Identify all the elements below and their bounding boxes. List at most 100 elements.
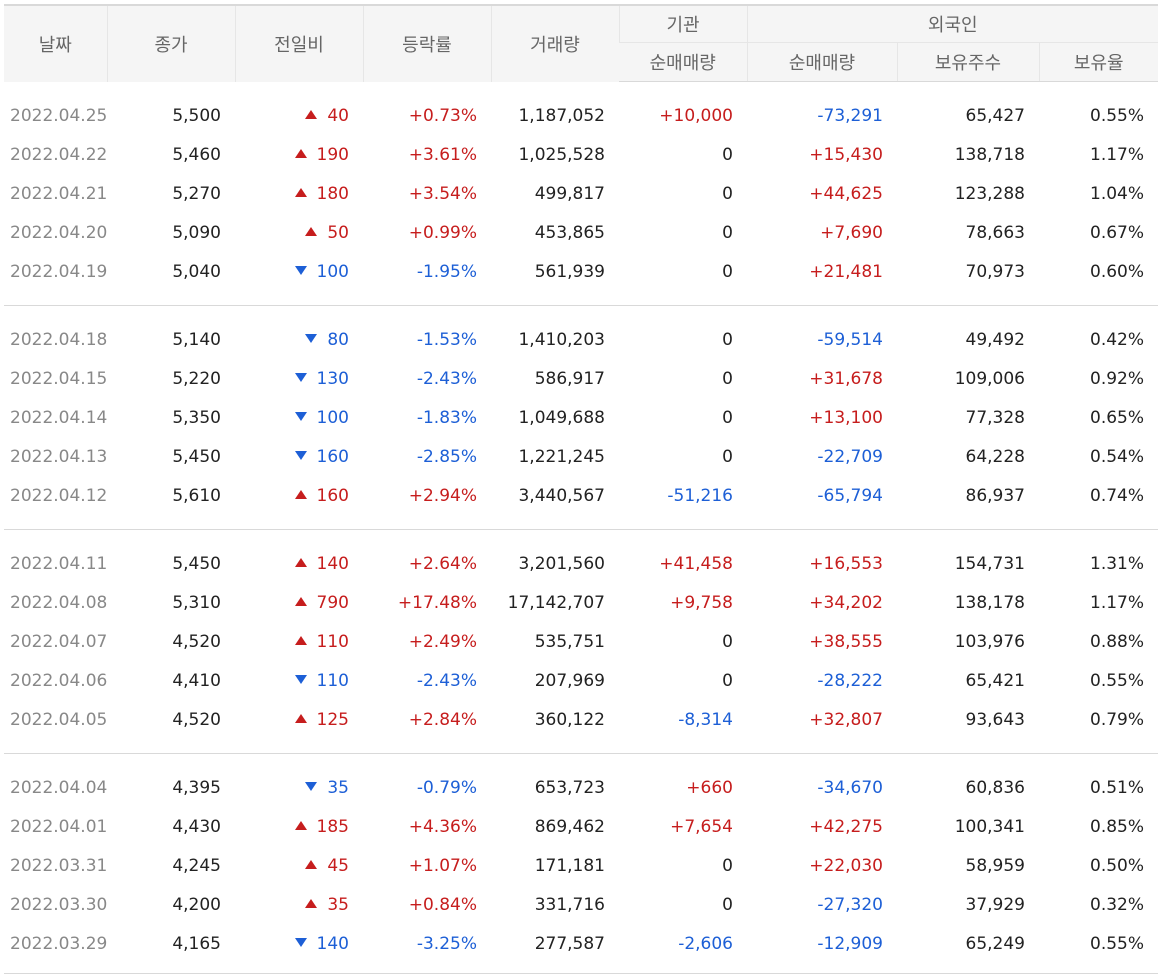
row-separator — [4, 306, 1158, 321]
change-value: 110 — [316, 670, 349, 691]
inst-net-cell: +7,654 — [670, 816, 733, 837]
volume-cell: 653,723 — [534, 777, 605, 798]
change-value: 125 — [316, 709, 349, 730]
change-cell: 35 — [235, 768, 363, 807]
table-row: 2022.04.19 5,040 100 -1.95% 561,939 0 +21,481 7… — [4, 252, 1158, 291]
date-cell: 2022.04.12 — [10, 485, 108, 506]
rate-cell: -1.53% — [416, 329, 477, 350]
rate-cell: +3.54% — [408, 183, 477, 204]
change-cell: 45 — [235, 846, 363, 885]
change-value: 40 — [327, 105, 349, 126]
holdings-cell: 78,663 — [965, 222, 1025, 243]
date-cell: 2022.04.21 — [10, 183, 108, 204]
volume-cell: 561,939 — [534, 261, 605, 282]
holdings-cell: 49,492 — [965, 329, 1025, 350]
table-row: 2022.03.29 4,165 140 -3.25% 277,587 -2,606 -12… — [4, 924, 1158, 963]
holding-ratio-cell: 0.55% — [1090, 933, 1145, 954]
change-cell: 110 — [235, 622, 363, 661]
down-triangle-icon — [294, 937, 307, 947]
foreign-net-cell: +31,678 — [809, 368, 883, 389]
foreign-net-cell: +13,100 — [809, 407, 883, 428]
change-value: 160 — [316, 446, 349, 467]
close-cell: 4,165 — [172, 933, 221, 954]
foreign-net-cell: -34,670 — [817, 777, 883, 798]
rate-cell: +2.64% — [408, 553, 477, 574]
header-foreign-net: 순매매량 — [746, 42, 897, 82]
inst-net-cell: 0 — [722, 670, 733, 691]
close-cell: 5,040 — [172, 261, 221, 282]
holdings-cell: 77,328 — [965, 407, 1025, 428]
up-triangle-icon — [294, 187, 307, 197]
table-header: 날짜 종가 전일비 등락률 거래량 기관 외국인 순매매량 순매매량 보유주수 … — [4, 4, 1159, 82]
holding-ratio-cell: 0.51% — [1090, 777, 1145, 798]
inst-net-cell: 0 — [722, 261, 733, 282]
down-triangle-icon — [294, 674, 307, 684]
inst-net-cell: 0 — [722, 329, 733, 350]
inst-net-cell: 0 — [722, 894, 733, 915]
table-row: 2022.04.04 4,395 35 -0.79% 653,723 +660 -34,67… — [4, 768, 1158, 807]
close-cell: 4,245 — [172, 855, 221, 876]
inst-net-cell: -2,606 — [678, 933, 733, 954]
rate-cell: -3.25% — [416, 933, 477, 954]
date-cell: 2022.04.05 — [10, 709, 108, 730]
inst-net-cell: 0 — [722, 631, 733, 652]
holdings-cell: 65,427 — [965, 105, 1025, 126]
foreign-net-cell: -73,291 — [817, 105, 883, 126]
change-cell: 185 — [235, 807, 363, 846]
close-cell: 5,450 — [172, 553, 221, 574]
up-triangle-icon — [305, 898, 318, 908]
header-date: 날짜 — [4, 4, 107, 82]
change-value: 35 — [327, 777, 349, 798]
change-value: 80 — [327, 329, 349, 350]
table-row: 2022.04.11 5,450 140 +2.64% 3,201,560 +41,458… — [4, 544, 1158, 583]
rate-cell: +1.07% — [408, 855, 477, 876]
volume-cell: 3,440,567 — [518, 485, 605, 506]
rate-cell: +2.84% — [408, 709, 477, 730]
date-cell: 2022.04.25 — [10, 105, 108, 126]
change-cell: 100 — [235, 252, 363, 291]
holdings-cell: 154,731 — [954, 553, 1025, 574]
row-separator — [4, 963, 1159, 974]
change-value: 190 — [316, 144, 349, 165]
up-triangle-icon — [294, 489, 307, 499]
change-cell: 140 — [235, 544, 363, 583]
close-cell: 5,310 — [172, 592, 221, 613]
inst-net-cell: 0 — [722, 183, 733, 204]
holding-ratio-cell: 1.17% — [1090, 592, 1145, 613]
foreign-net-cell: -28,222 — [817, 670, 883, 691]
rate-cell: +2.49% — [408, 631, 477, 652]
change-value: 140 — [316, 933, 349, 954]
holding-ratio-cell: 1.31% — [1090, 553, 1145, 574]
table-row: 2022.04.06 4,410 110 -2.43% 207,969 0 -28,222 6… — [4, 661, 1158, 700]
date-cell: 2022.04.18 — [10, 329, 108, 350]
change-value: 100 — [316, 407, 349, 428]
change-value: 130 — [316, 368, 349, 389]
table-row: 2022.04.05 4,520 125 +2.84% 360,122 -8,314 +32… — [4, 700, 1158, 739]
close-cell: 5,090 — [172, 222, 221, 243]
row-separator — [4, 530, 1158, 545]
holding-ratio-cell: 1.17% — [1090, 144, 1145, 165]
rate-cell: +17.48% — [397, 592, 477, 613]
down-triangle-icon — [305, 781, 318, 791]
down-triangle-icon — [294, 411, 307, 421]
change-value: 45 — [327, 855, 349, 876]
volume-cell: 3,201,560 — [518, 553, 605, 574]
down-triangle-icon — [294, 372, 307, 382]
inst-net-cell: +9,758 — [670, 592, 733, 613]
change-value: 140 — [316, 553, 349, 574]
holding-ratio-cell: 0.55% — [1090, 105, 1145, 126]
change-value: 35 — [327, 894, 349, 915]
close-cell: 4,410 — [172, 670, 221, 691]
inst-net-cell: -51,216 — [667, 485, 733, 506]
close-cell: 5,220 — [172, 368, 221, 389]
up-triangle-icon — [294, 635, 307, 645]
volume-cell: 331,716 — [534, 894, 605, 915]
foreign-net-cell: -27,320 — [817, 894, 883, 915]
holdings-cell: 37,929 — [965, 894, 1025, 915]
date-cell: 2022.04.08 — [10, 592, 108, 613]
inst-net-cell: +10,000 — [659, 105, 733, 126]
holding-ratio-cell: 0.50% — [1090, 855, 1145, 876]
holding-ratio-cell: 0.88% — [1090, 631, 1145, 652]
change-cell: 130 — [235, 359, 363, 398]
date-cell: 2022.04.20 — [10, 222, 108, 243]
